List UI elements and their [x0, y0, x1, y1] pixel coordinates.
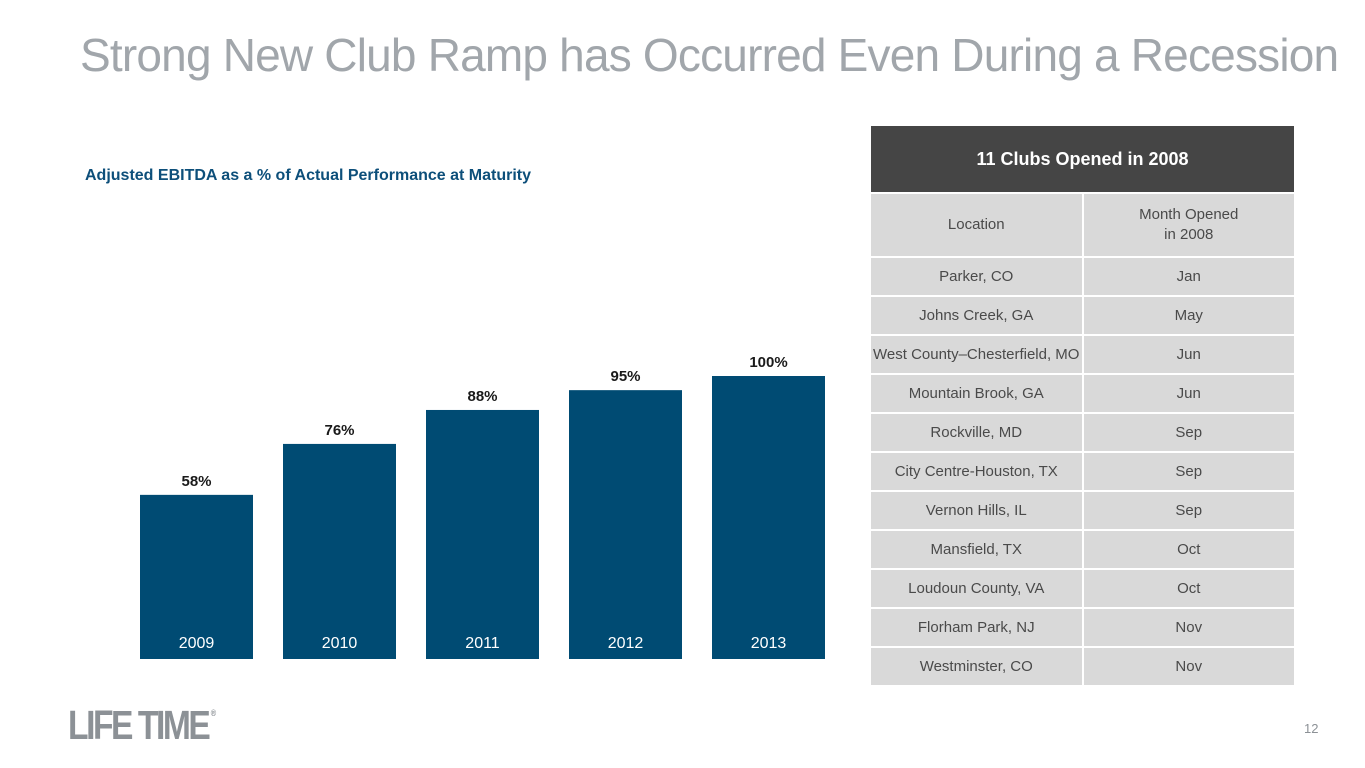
month-cell: Sep — [1082, 452, 1294, 492]
month-column-header: Month Opened in 2008 — [1082, 193, 1294, 258]
category-label: 2011 — [465, 635, 500, 652]
page-number: 12 — [1304, 721, 1319, 736]
bar-2013 — [712, 376, 825, 659]
life-time-logo: LIFE TIME ® — [68, 702, 217, 749]
registered-mark: ® — [210, 708, 217, 718]
bar-value-label: 58% — [181, 473, 211, 490]
location-cell: Vernon Hills, IL — [871, 491, 1084, 531]
location-cell: City Centre-Houston, TX — [871, 452, 1084, 492]
table-row: Johns Creek, GA May — [871, 296, 1294, 336]
month-cell: May — [1082, 296, 1294, 336]
bar-value-label: 76% — [324, 422, 354, 439]
logo-text: LIFE TIME — [68, 702, 211, 748]
bar-2011 — [426, 409, 539, 659]
location-cell: Mountain Brook, GA — [871, 374, 1084, 414]
month-header-line1: Month Opened — [1139, 206, 1239, 223]
month-header-line2: in 2008 — [1164, 226, 1214, 243]
location-cell: Loudoun County, VA — [871, 569, 1084, 609]
table-header-row: Location Month Opened in 2008 — [871, 193, 1294, 258]
table-row: City Centre-Houston, TX Sep — [871, 452, 1294, 492]
month-cell: Nov — [1082, 647, 1294, 687]
category-label: 2012 — [608, 635, 644, 652]
slide-title: Strong New Club Ramp has Occurred Even D… — [80, 29, 1339, 81]
location-cell: Mansfield, TX — [871, 530, 1084, 570]
table-row: Rockville, MD Sep — [871, 413, 1294, 453]
month-cell: Nov — [1082, 608, 1294, 648]
bar-value-label: 88% — [467, 388, 497, 405]
bar-2009 — [140, 494, 253, 659]
month-cell: Jun — [1082, 335, 1294, 375]
clubs-table: 11 Clubs Opened in 2008 Location Month O… — [871, 126, 1294, 687]
month-cell: Oct — [1082, 569, 1294, 609]
table-title: 11 Clubs Opened in 2008 — [871, 126, 1294, 194]
location-column-header: Location — [871, 193, 1084, 258]
table-row: Mountain Brook, GA Jun — [871, 374, 1294, 414]
bar-2010 — [283, 443, 396, 659]
bar-value-label: 100% — [749, 354, 787, 371]
bar-value-label: 95% — [610, 368, 640, 385]
table-row: West County–Chesterfield, MO Jun — [871, 335, 1294, 375]
table-row: Vernon Hills, IL Sep — [871, 491, 1294, 531]
table-row: Loudoun County, VA Oct — [871, 569, 1294, 609]
table-row: Parker, CO Jan — [871, 257, 1294, 297]
bar-chart: 58% 2009 76% 2010 88% 2011 95% 2012 100% 2013 — [140, 354, 825, 659]
month-cell: Jan — [1082, 257, 1294, 297]
location-cell: Florham Park, NJ — [871, 608, 1084, 648]
location-cell: Rockville, MD — [871, 413, 1084, 453]
location-cell: West County–Chesterfield, MO — [871, 335, 1084, 375]
table-row: Florham Park, NJ Nov — [871, 608, 1294, 648]
chart-title: Adjusted EBITDA as a % of Actual Perform… — [85, 167, 532, 184]
bar-2012 — [569, 390, 682, 659]
table-row: Westminster, CO Nov — [871, 647, 1294, 687]
category-label: 2009 — [179, 635, 215, 652]
location-cell: Johns Creek, GA — [871, 296, 1084, 336]
category-label: 2010 — [322, 635, 358, 652]
month-cell: Sep — [1082, 413, 1294, 453]
location-cell: Westminster, CO — [871, 647, 1084, 687]
location-cell: Parker, CO — [871, 257, 1084, 297]
month-cell: Oct — [1082, 530, 1294, 570]
table-row: Mansfield, TX Oct — [871, 530, 1294, 570]
month-cell: Sep — [1082, 491, 1294, 531]
category-label: 2013 — [751, 635, 787, 652]
month-cell: Jun — [1082, 374, 1294, 414]
